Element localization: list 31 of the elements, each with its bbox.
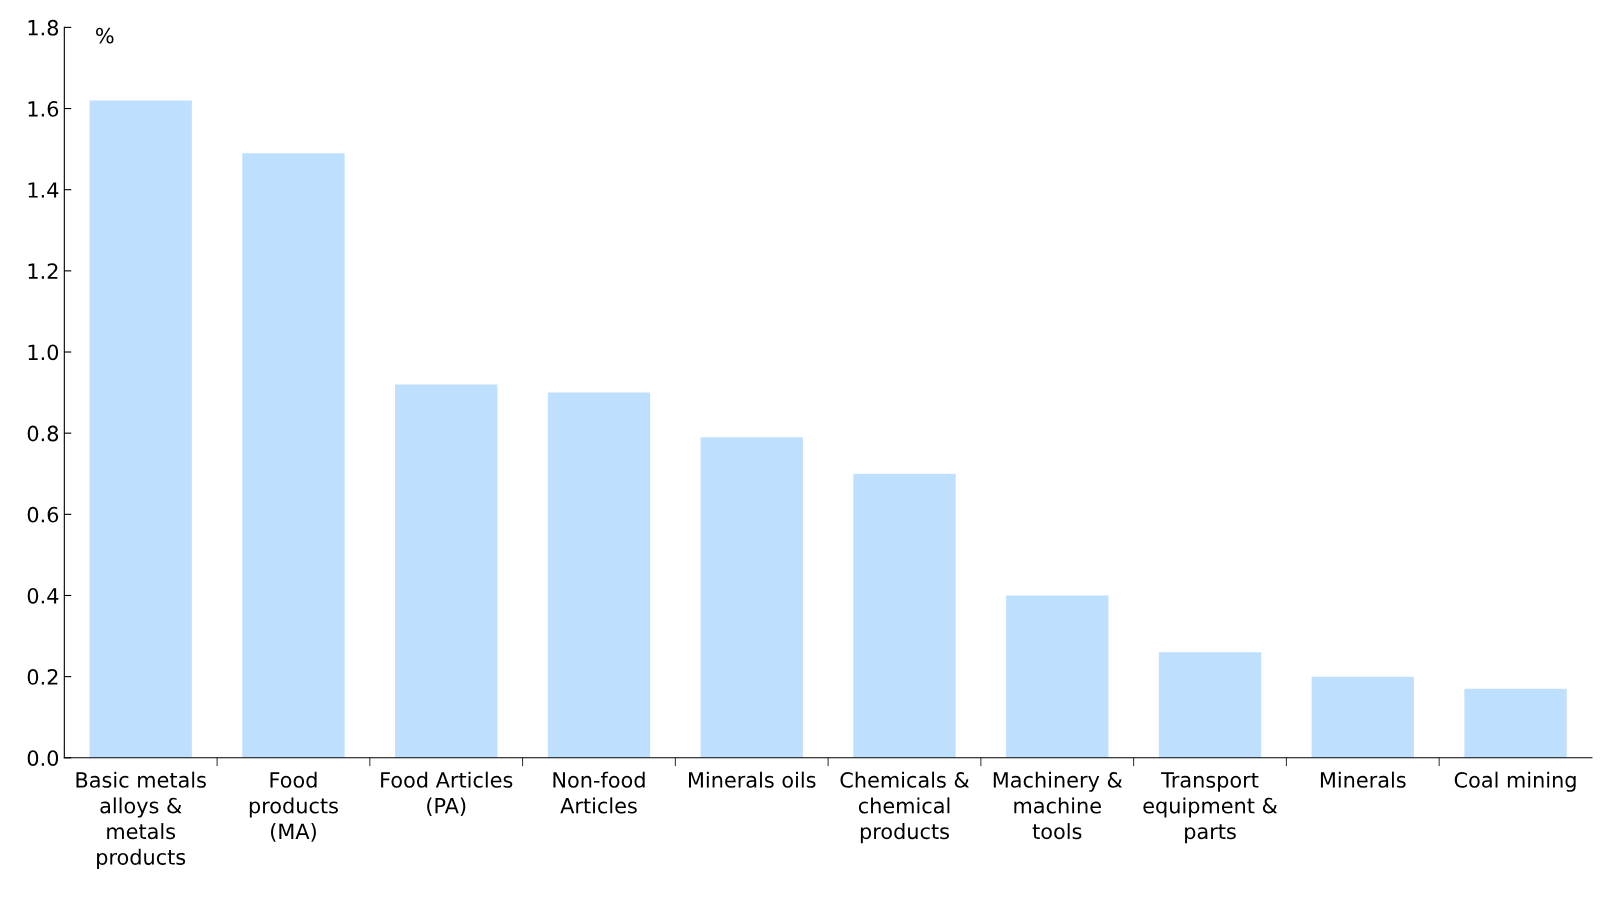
y-tick-label: 0.2 [27, 669, 58, 685]
bar [547, 392, 651, 758]
bar [1311, 676, 1414, 758]
bar [1158, 652, 1262, 758]
x-tick-label: Machinery & machine tools [993, 771, 1123, 840]
bar [242, 153, 345, 758]
bar [1006, 595, 1109, 758]
y-tick-label: 1.8 [28, 19, 59, 36]
y-tick-label: 1.0 [28, 344, 59, 361]
y-tick-label: 1.6 [28, 101, 59, 117]
x-tick-label: Minerals oils [689, 771, 816, 788]
x-tick-label: Transport equipment & parts [1143, 772, 1278, 844]
bar [89, 100, 192, 758]
bar [395, 384, 498, 758]
y-tick-label: 0.0 [27, 750, 59, 766]
bar [700, 437, 803, 758]
y-tick-label: 1.2 [28, 263, 58, 279]
bar [1464, 688, 1567, 758]
x-tick-label: Food products (MA) [249, 771, 338, 842]
y-axis-title: % [96, 27, 114, 44]
y-tick-label: 0.8 [27, 425, 59, 442]
bar [853, 473, 956, 758]
x-tick-label: Coal mining [1454, 771, 1576, 792]
x-tick-label: Chemicals & chemical products [840, 771, 970, 844]
x-tick-label: Basic metals alloys & metals products [76, 771, 206, 869]
y-tick-label: 0.6 [27, 506, 59, 523]
y-tick-label: 1.4 [28, 182, 59, 198]
x-tick-label: Non-food Articles [553, 771, 645, 814]
x-tick-label: Minerals [1320, 771, 1406, 788]
y-tick-label: 0.4 [27, 587, 59, 604]
x-tick-label: Food Articles (PA) [381, 771, 513, 816]
